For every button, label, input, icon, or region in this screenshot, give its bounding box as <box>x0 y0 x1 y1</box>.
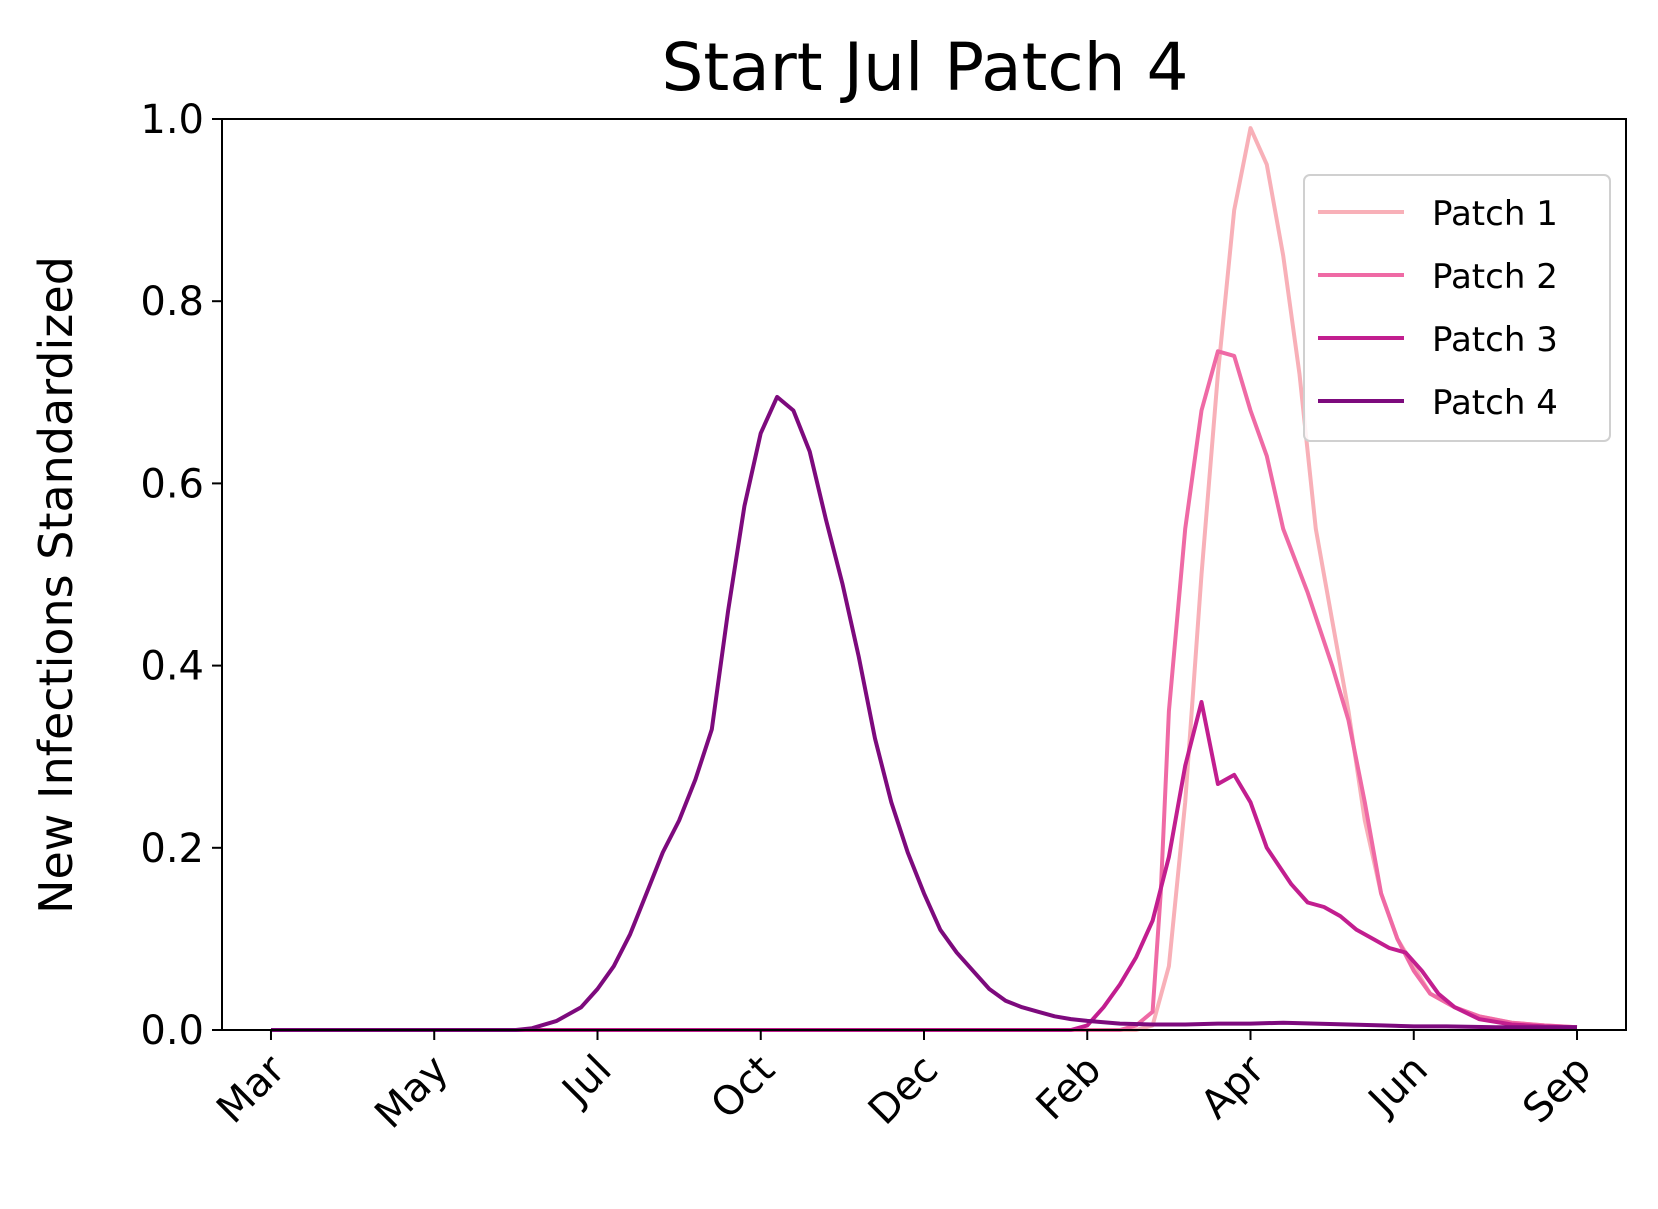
legend-label-patch-4: Patch 4 <box>1432 383 1558 423</box>
y-tick-label-0-8: 0.8 <box>140 279 204 325</box>
y-tick-label-0-6: 0.6 <box>140 461 204 507</box>
legend: Patch 1 Patch 2 Patch 3 Patch 4 <box>1303 174 1611 442</box>
plot-frame <box>221 118 1627 1031</box>
series-layer <box>271 126 1578 1032</box>
y-axis-title: New Infections Standardized <box>29 256 83 914</box>
series-line-patch-3 <box>271 700 1578 1032</box>
legend-box <box>1303 174 1611 442</box>
legend-label-patch-1: Patch 1 <box>1432 194 1558 234</box>
legend-label-patch-3: Patch 3 <box>1432 320 1558 360</box>
series-line-patch-4 <box>271 394 1577 1032</box>
y-tick-label-1-0: 1.0 <box>140 97 204 143</box>
y-tick-label-0-2: 0.2 <box>140 826 204 872</box>
chart-title: Start Jul Patch 4 <box>661 29 1188 106</box>
y-tick-label-0-4: 0.4 <box>140 644 204 690</box>
y-axis: 0.0 0.2 0.4 0.6 0.8 1.0 <box>140 97 222 1054</box>
legend-label-patch-2: Patch 2 <box>1432 257 1558 297</box>
y-tick-label-0-0: 0.0 <box>140 1008 204 1054</box>
